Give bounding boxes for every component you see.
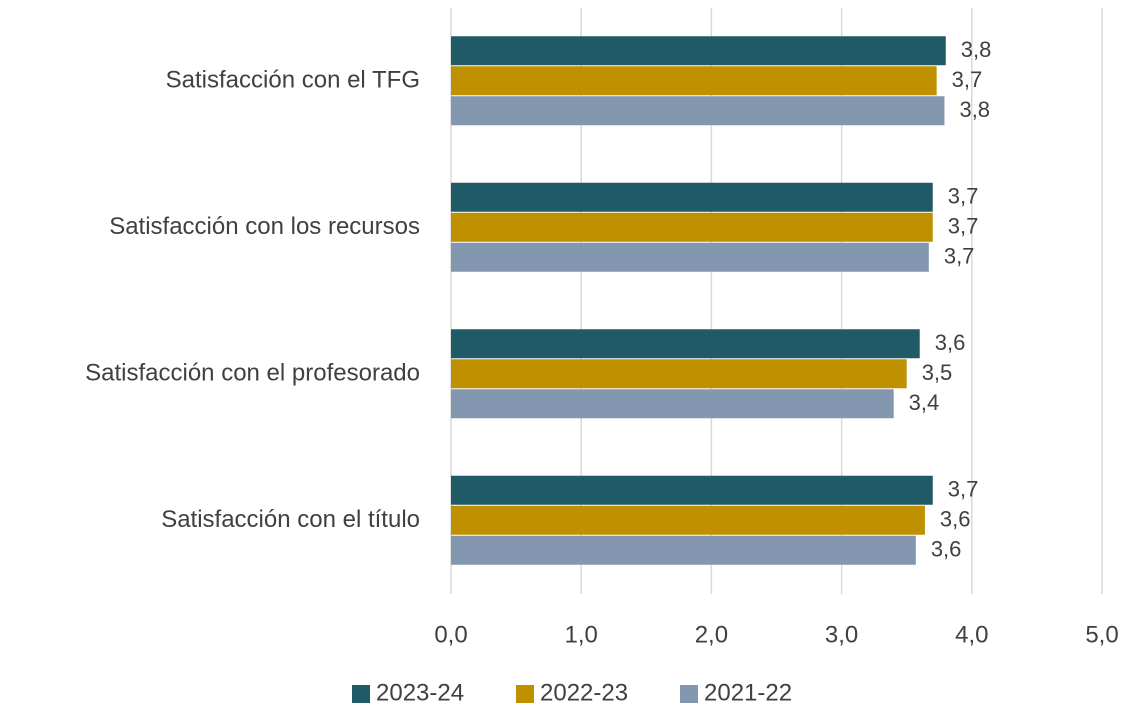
legend-swatch: [680, 685, 698, 703]
bar: [451, 535, 916, 565]
bar: [451, 389, 894, 419]
category-label: Satisfacción con el TFG: [166, 67, 420, 94]
x-tick-label: 0,0: [434, 621, 467, 648]
bar: [451, 96, 945, 126]
category-label: Satisfacción con el título: [161, 506, 420, 533]
bar: [451, 66, 937, 96]
value-label: 3,7: [948, 214, 979, 239]
legend-label: 2022-23: [540, 679, 628, 706]
category-label: Satisfacción con el profesorado: [85, 360, 420, 387]
bar: [451, 359, 907, 389]
bar: [451, 212, 933, 242]
value-label: 3,8: [959, 97, 990, 122]
x-tick-label: 3,0: [825, 621, 858, 648]
x-tick-label: 5,0: [1085, 621, 1118, 648]
value-label: 3,6: [935, 330, 966, 355]
value-label: 3,7: [948, 477, 979, 502]
value-label: 3,6: [931, 537, 962, 562]
legend-label: 2023-24: [376, 679, 464, 706]
x-tick-label: 1,0: [565, 621, 598, 648]
bar: [451, 36, 946, 66]
legend-label: 2021-22: [704, 679, 792, 706]
bar: [451, 242, 929, 272]
legend-swatch: [516, 685, 534, 703]
value-label: 3,7: [952, 67, 983, 92]
value-label: 3,5: [922, 360, 953, 385]
value-label: 3,8: [961, 37, 992, 62]
x-tick-label: 2,0: [695, 621, 728, 648]
value-label: 3,7: [948, 184, 979, 209]
legend-swatch: [352, 685, 370, 703]
bar: [451, 182, 933, 212]
x-tick-label: 4,0: [955, 621, 988, 648]
bar: [451, 475, 933, 505]
bar: [451, 505, 925, 535]
value-label: 3,7: [944, 244, 975, 269]
value-label: 3,4: [909, 390, 940, 415]
bar: [451, 329, 920, 359]
category-label: Satisfacción con los recursos: [109, 213, 420, 240]
value-label: 3,6: [940, 507, 971, 532]
